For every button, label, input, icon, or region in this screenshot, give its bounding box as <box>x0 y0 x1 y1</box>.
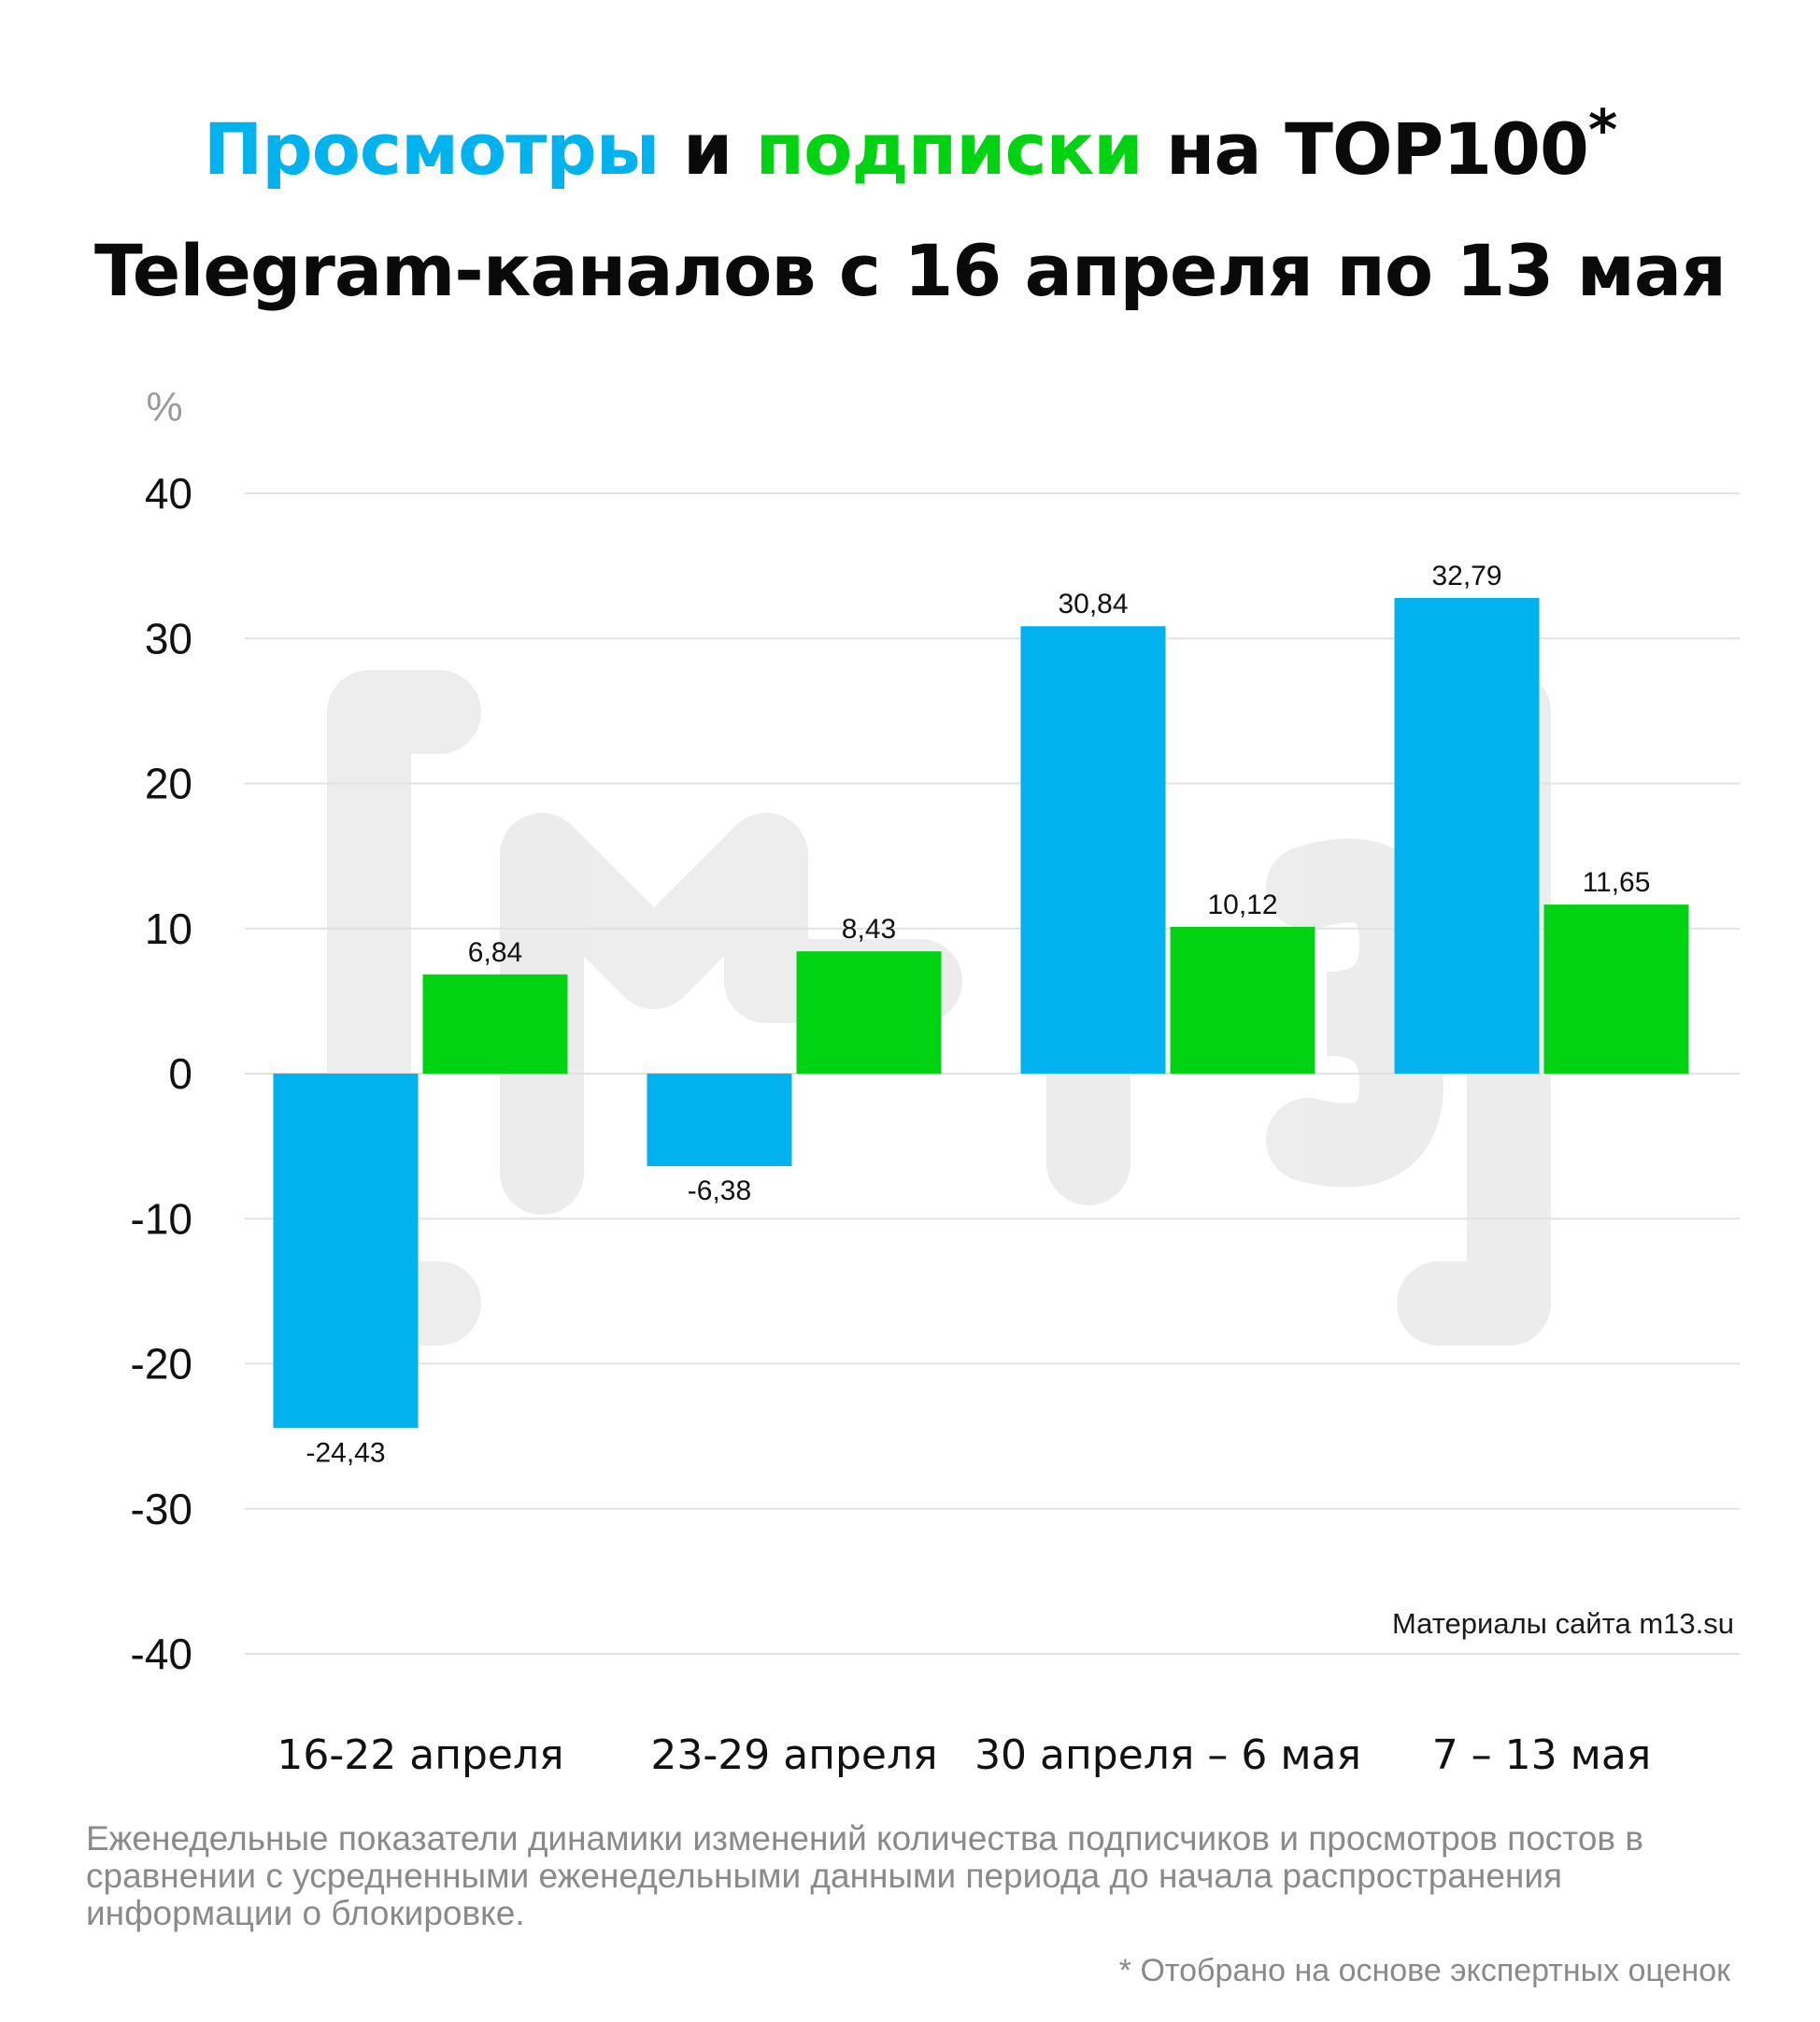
bar-subscriptions <box>1543 904 1689 1074</box>
bar-views <box>273 1074 419 1429</box>
bar-subscriptions <box>422 974 568 1074</box>
title-views-word: Просмотры <box>203 107 661 191</box>
data-label: 11,65 <box>1583 867 1651 898</box>
x-category-label: 30 апреля – 6 мая <box>974 1731 1361 1779</box>
chart-title-line-2: Telegram-каналов с 16 апреля по 13 мая <box>94 229 1727 312</box>
x-category-label: 7 – 13 мая <box>1432 1731 1652 1779</box>
data-label: 32,79 <box>1431 561 1501 591</box>
y-tick-label: 30 <box>145 614 192 662</box>
y-tick-label: 20 <box>145 760 192 808</box>
x-category-label: 16-22 апреля <box>277 1731 563 1779</box>
title-asterisk: * <box>1587 97 1617 164</box>
data-label: -6,38 <box>688 1175 751 1206</box>
data-label: 10,12 <box>1207 890 1277 920</box>
chart-title-line-1: Просмотры и подписки на TOP100* <box>0 103 1820 196</box>
data-label: 6,84 <box>468 937 522 968</box>
y-tick-label: 0 <box>168 1049 192 1098</box>
y-tick-label: -30 <box>131 1485 192 1533</box>
bar-views <box>1394 597 1540 1074</box>
y-tick-label: 10 <box>145 904 192 953</box>
data-label: -24,43 <box>306 1437 385 1468</box>
title-and-word: и <box>659 107 756 191</box>
title-rest: на TOP100 <box>1142 107 1589 191</box>
bar-views <box>1020 626 1166 1074</box>
x-category-label: 23-29 апреля <box>650 1731 937 1779</box>
source-note: Материалы сайта m13.su <box>1391 1607 1734 1640</box>
y-tick-label: -40 <box>131 1630 192 1678</box>
y-tick-label: -20 <box>131 1340 192 1388</box>
bar-subscriptions <box>1170 926 1315 1074</box>
bar-views <box>647 1074 792 1167</box>
data-label: 8,43 <box>842 914 896 945</box>
data-label: 30,84 <box>1058 589 1128 619</box>
y-axis-unit-label: % <box>146 384 182 430</box>
y-tick-label: 40 <box>145 469 192 518</box>
title-subs-word: подписки <box>755 107 1144 191</box>
y-tick-label: -10 <box>131 1194 192 1243</box>
footnote-star: * Отобрано на основе экспертных оценок <box>1118 1953 1730 1988</box>
footnote: Еженедельные показатели динамики изменен… <box>86 1819 1643 1932</box>
bar-subscriptions <box>796 951 942 1074</box>
